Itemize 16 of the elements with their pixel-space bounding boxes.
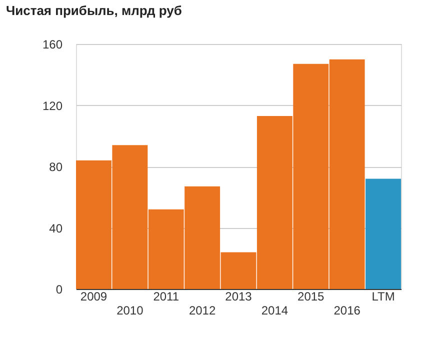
x-tick-label: 2012: [188, 304, 216, 318]
x-tick-label: 2015: [298, 290, 325, 304]
y-tick-label: 80: [49, 160, 63, 174]
x-tick-label: 2014: [261, 304, 288, 318]
y-tick-label: 0: [56, 282, 63, 296]
x-tick-label: 2010: [116, 304, 144, 318]
x-tick-label: 2011: [153, 290, 180, 304]
x-tick-label: LTM: [372, 290, 395, 304]
x-tick-label: 2016: [334, 304, 361, 318]
y-tick-label: 120: [42, 98, 63, 113]
y-tick-label: 160: [42, 38, 63, 52]
bar: [366, 178, 401, 289]
x-tick-label: 2009: [80, 290, 108, 304]
x-tick-label: 2013: [225, 290, 252, 304]
chart-title: Чистая прибыль, млрд руб: [6, 3, 182, 18]
y-tick-label: 40: [49, 221, 63, 236]
